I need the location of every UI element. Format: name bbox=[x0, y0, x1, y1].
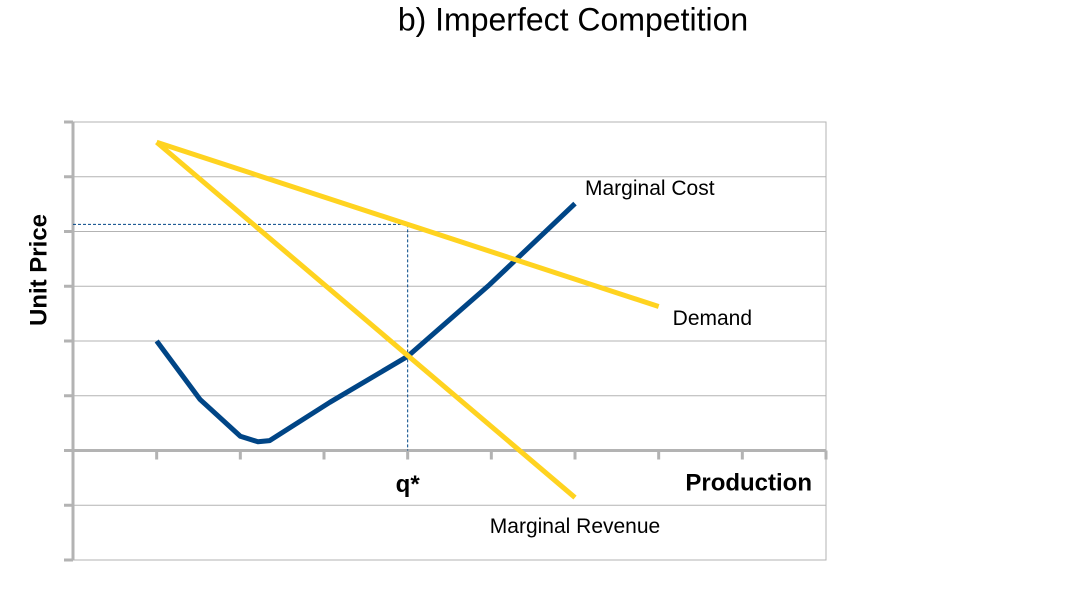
x-axis-label: Production bbox=[685, 469, 812, 496]
series-line bbox=[155, 140, 577, 500]
chart-title: b) Imperfect Competition bbox=[398, 1, 748, 37]
marker-label: q* bbox=[396, 471, 421, 498]
series-line bbox=[155, 139, 660, 309]
series-line bbox=[154, 201, 577, 445]
series-label: Demand bbox=[673, 307, 752, 330]
y-axis-label: Unit Price bbox=[25, 214, 52, 326]
series-label: Marginal Cost bbox=[585, 177, 715, 200]
series-label: Marginal Revenue bbox=[490, 515, 660, 538]
